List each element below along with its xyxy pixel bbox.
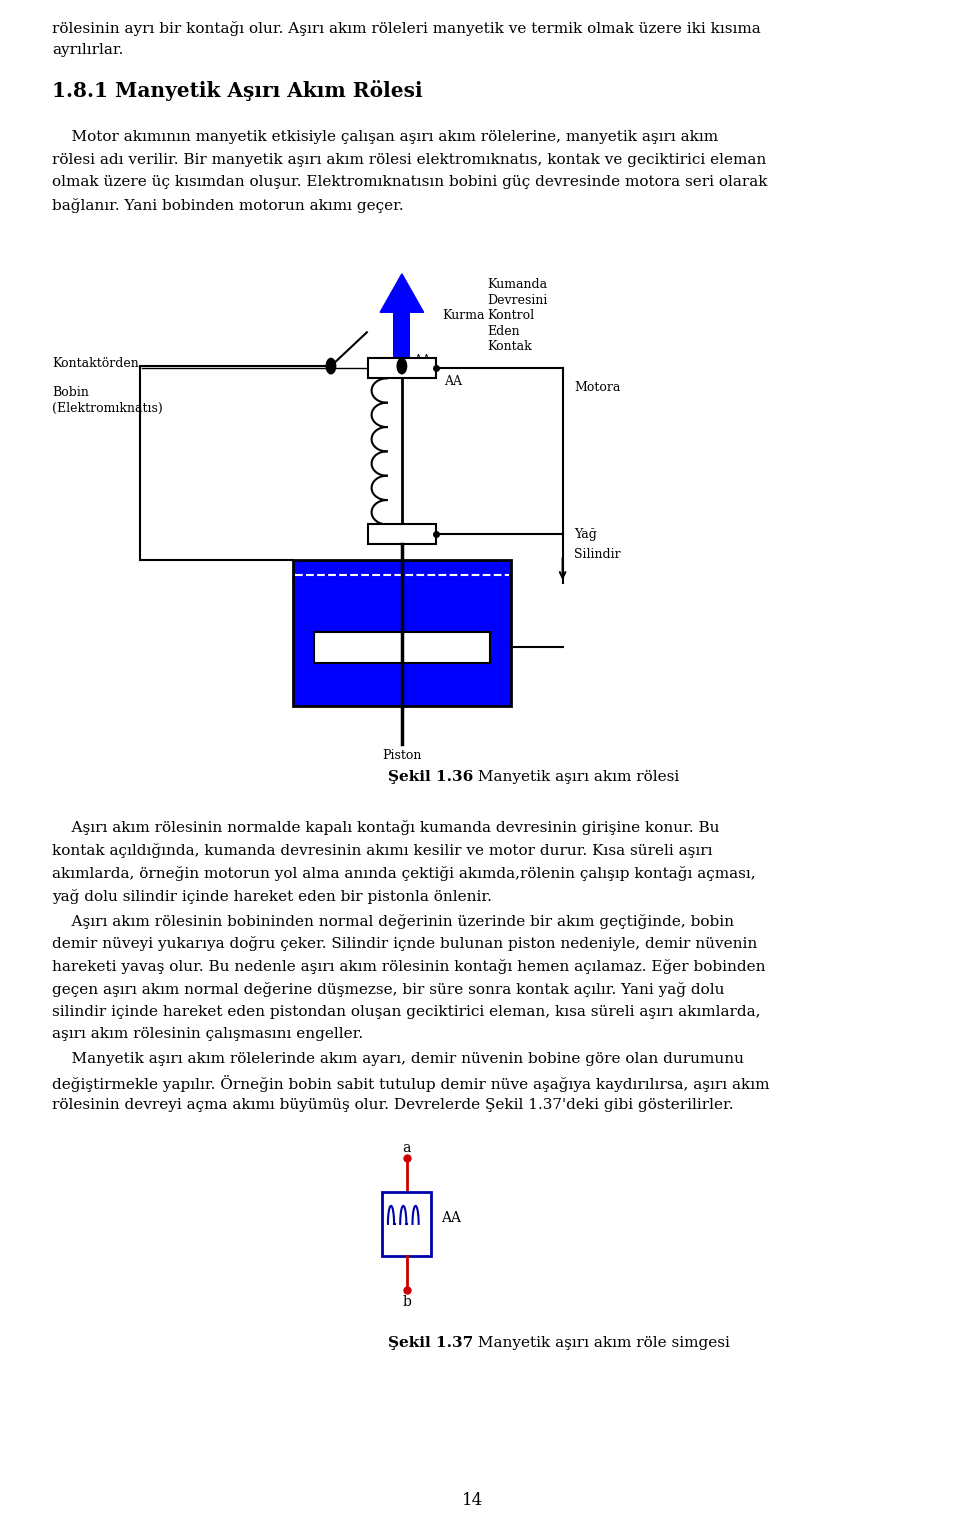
Bar bbox=[394, 312, 410, 366]
Text: geçen aşırı akım normal değerine düşmezse, bir süre sonra kontak açılır. Yani ya: geçen aşırı akım normal değerine düşmezs… bbox=[52, 982, 725, 998]
Text: değiştirmekle yapılır. Örneğin bobin sabit tutulup demir nüve aşağıya kaydırılır: değiştirmekle yapılır. Örneğin bobin sab… bbox=[52, 1074, 770, 1093]
Text: Motora: Motora bbox=[574, 381, 620, 393]
Text: aşırı akım rölesinin çalışmasını engeller.: aşırı akım rölesinin çalışmasını engelle… bbox=[52, 1027, 363, 1042]
Text: AA: AA bbox=[441, 1211, 461, 1225]
Text: Motor akımının manyetik etkisiyle çalışan aşırı akım rölelerine, manyetik aşırı : Motor akımının manyetik etkisiyle çalışa… bbox=[52, 131, 718, 144]
Text: kontak açıldığında, kumanda devresinin akımı kesilir ve motor durur. Kısa süreli: kontak açıldığında, kumanda devresinin a… bbox=[52, 844, 712, 858]
Text: Manyetik aşırı akım rölelerinde akım ayarı, demir nüvenin bobine göre olan durum: Manyetik aşırı akım rölelerinde akım aya… bbox=[52, 1053, 744, 1067]
Text: 1.8.1 Manyetik Aşırı Akım Rölesi: 1.8.1 Manyetik Aşırı Akım Rölesi bbox=[52, 80, 422, 101]
Text: Aşırı akım rölesinin normalde kapalı kontağı kumanda devresinin girişine konur. : Aşırı akım rölesinin normalde kapalı kon… bbox=[52, 821, 719, 835]
Text: Aşırı akım rölesinin bobininden normal değerinin üzerinde bir akım geçtiğinde, b: Aşırı akım rölesinin bobininden normal d… bbox=[52, 913, 734, 928]
Text: hareketi yavaş olur. Bu nedenle aşırı akım rölesinin kontağı hemen açılamaz. Eğe: hareketi yavaş olur. Bu nedenle aşırı ak… bbox=[52, 959, 765, 974]
Text: silindir içinde hareket eden pistondan oluşan geciktirici eleman, kısa süreli aş: silindir içinde hareket eden pistondan o… bbox=[52, 1005, 760, 1019]
Text: rölesinin devreyi açma akımı büyümüş olur. Devrelerde Şekil 1.37'deki gibi göste: rölesinin devreyi açma akımı büyümüş olu… bbox=[52, 1097, 733, 1111]
Bar bbox=[382, 1191, 431, 1256]
Text: b: b bbox=[402, 1294, 411, 1308]
Bar bbox=[293, 559, 511, 705]
Text: olmak üzere üç kısımdan oluşur. Elektromıknatısın bobini güç devresinde motora s: olmak üzere üç kısımdan oluşur. Elektrom… bbox=[52, 175, 767, 189]
Circle shape bbox=[397, 358, 407, 373]
Text: Bobin
(Elektromıknatıs): Bobin (Elektromıknatıs) bbox=[52, 386, 163, 415]
Text: Yağ: Yağ bbox=[574, 529, 597, 541]
Text: Manyetik aşırı akım rölesi: Manyetik aşırı akım rölesi bbox=[472, 770, 679, 784]
Text: Silindir: Silindir bbox=[574, 549, 620, 561]
Text: yağ dolu silindir içinde hareket eden bir pistonla önlenir.: yağ dolu silindir içinde hareket eden bi… bbox=[52, 888, 492, 904]
Polygon shape bbox=[380, 274, 423, 312]
Text: AA: AA bbox=[444, 375, 463, 389]
Text: Manyetik aşırı akım röle simgesi: Manyetik aşırı akım röle simgesi bbox=[472, 1336, 730, 1349]
Text: Şekil 1.37: Şekil 1.37 bbox=[388, 1336, 472, 1349]
Text: Kurma: Kurma bbox=[443, 309, 485, 323]
Bar bbox=[368, 358, 436, 378]
Text: akımlarda, örneğin motorun yol alma anında çektiği akımda,rölenin çalışıp kontağ: akımlarda, örneğin motorun yol alma anın… bbox=[52, 865, 756, 881]
Text: 14: 14 bbox=[462, 1492, 484, 1509]
Text: Şekil 1.36: Şekil 1.36 bbox=[388, 770, 472, 784]
Text: demir nüveyi yukarıya doğru çeker. Silindir içnde bulunan piston nedeniyle, demi: demir nüveyi yukarıya doğru çeker. Silin… bbox=[52, 936, 757, 951]
Text: AA: AA bbox=[413, 354, 431, 367]
Text: bağlanır. Yani bobinden motorun akımı geçer.: bağlanır. Yani bobinden motorun akımı ge… bbox=[52, 198, 403, 214]
Circle shape bbox=[326, 358, 336, 373]
Text: ayrılırlar.: ayrılırlar. bbox=[52, 43, 124, 57]
Bar bbox=[314, 632, 490, 662]
Text: a: a bbox=[402, 1140, 411, 1154]
Text: Piston: Piston bbox=[382, 749, 421, 762]
Text: rölesi adı verilir. Bir manyetik aşırı akım rölesi elektromıknatıs, kontak ve ge: rölesi adı verilir. Bir manyetik aşırı a… bbox=[52, 152, 766, 166]
Text: rölesinin ayrı bir kontağı olur. Aşırı akım röleleri manyetik ve termik olmak üz: rölesinin ayrı bir kontağı olur. Aşırı a… bbox=[52, 20, 760, 35]
Text: Kumanda
Devresini
Kontrol
Eden
Kontak: Kumanda Devresini Kontrol Eden Kontak bbox=[487, 278, 547, 354]
Text: Kontaktörden: Kontaktörden bbox=[52, 357, 139, 370]
Bar bbox=[368, 524, 436, 544]
